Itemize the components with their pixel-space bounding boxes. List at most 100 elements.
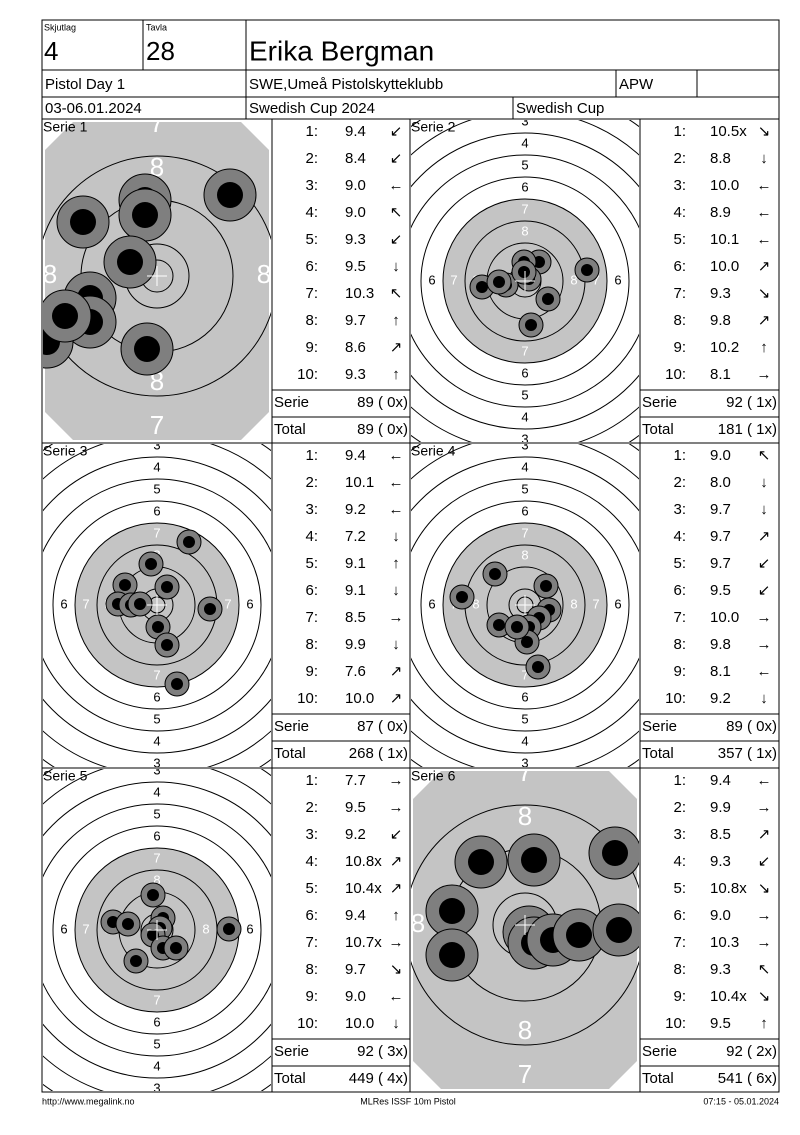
ring-label: 8 [521, 547, 528, 562]
shot-hole [439, 898, 465, 924]
serie-label: Serie [642, 394, 677, 411]
shot-score: 10.0 [710, 609, 739, 626]
shot-direction: ↗ [390, 880, 403, 897]
shot-direction: → [757, 366, 772, 383]
ring-label: 8 [153, 872, 160, 887]
ring-label: 5 [153, 806, 160, 821]
shot-hole [130, 955, 142, 967]
shot-hole [70, 209, 96, 235]
shot-number: 4: [305, 853, 318, 870]
class: APW [619, 76, 654, 93]
shot-direction: ↑ [760, 339, 768, 356]
shot-score: 9.2 [710, 690, 731, 707]
shot-direction: ↑ [392, 312, 400, 329]
shot-score: 9.3 [710, 853, 731, 870]
shot-number: 10: [297, 366, 318, 383]
total-label: Total [642, 421, 674, 438]
shot-direction: ↓ [760, 150, 768, 167]
shot-number: 3: [673, 826, 686, 843]
ring [411, 132, 639, 430]
ring-label: 7 [82, 921, 89, 936]
shot-score: 9.4 [345, 123, 366, 140]
shot-direction: ↘ [758, 123, 771, 140]
total-score: 357 ( 1x) [718, 745, 777, 762]
series-label: Serie 6 [411, 768, 456, 784]
ring-label: 6 [521, 689, 528, 704]
ring [411, 154, 639, 408]
shot-direction: ↗ [758, 528, 771, 545]
shot-number: 10: [297, 690, 318, 707]
ring-label: 8 [518, 801, 532, 831]
ring-label: 3 [153, 1080, 160, 1095]
shot-direction: ← [757, 231, 772, 248]
ring-label: 8 [570, 272, 577, 287]
shot-score: 8.1 [710, 366, 731, 383]
shot-hole [493, 619, 505, 631]
shot-direction: ← [757, 177, 772, 194]
ring-label: 4 [153, 1058, 160, 1073]
shot-number: 7: [305, 609, 318, 626]
ring-label: 7 [150, 108, 164, 138]
shot-number: 1: [305, 772, 318, 789]
shot-number: 5: [305, 555, 318, 572]
shot-hole [540, 580, 552, 592]
ring-label: 7 [521, 667, 528, 682]
shot-number: 3: [305, 826, 318, 843]
shot-score: 8.4 [345, 150, 366, 167]
ring [420, 176, 630, 386]
shot-direction: ↓ [392, 582, 400, 599]
shot-direction: ↗ [390, 853, 403, 870]
shot-score: 9.5 [345, 258, 366, 275]
shot-score: 9.0 [345, 177, 366, 194]
ring-label: 7 [153, 667, 160, 682]
shot-score: 7.6 [345, 663, 366, 680]
shot-score: 9.7 [710, 528, 731, 545]
shot-number: 10: [297, 1015, 318, 1032]
shot-number: 4: [673, 204, 686, 221]
shot-direction: ↙ [758, 555, 771, 572]
shot-hole [489, 568, 501, 580]
series-label: Serie 4 [411, 443, 456, 459]
shot-number: 8: [673, 636, 686, 653]
shot-hole [468, 849, 494, 875]
ring-label: 7 [153, 992, 160, 1007]
shot-direction: ↖ [758, 447, 771, 464]
shot-number: 6: [305, 582, 318, 599]
shot-score: 9.3 [345, 366, 366, 383]
ring-label: 7 [521, 201, 528, 216]
ring-label: 7 [518, 1059, 532, 1089]
shot-number: 4: [305, 528, 318, 545]
ring-label: 4 [153, 733, 160, 748]
series-label: Serie 5 [43, 768, 88, 784]
shot-score: 9.9 [710, 799, 731, 816]
shot-hole [134, 598, 146, 610]
ring [43, 803, 271, 1057]
shot-hole [511, 621, 523, 633]
shot-number: 8: [305, 961, 318, 978]
shot-direction: ↙ [390, 123, 403, 140]
shot-number: 5: [673, 555, 686, 572]
shot-hole [122, 918, 134, 930]
ring [411, 456, 639, 754]
shot-hole [223, 923, 235, 935]
ring-label: 4 [521, 135, 528, 150]
shot-number: 6: [673, 907, 686, 924]
shot-number: 1: [673, 447, 686, 464]
serie-label: Serie [274, 1043, 309, 1060]
shot-hole [134, 336, 160, 362]
squad: 4 [44, 36, 58, 66]
shot-score: 9.3 [710, 285, 731, 302]
lane-label: Tavla [146, 22, 167, 32]
ring-label: 7 [82, 596, 89, 611]
shot-score: 9.8 [710, 636, 731, 653]
ring-label: 6 [521, 179, 528, 194]
shot-direction: → [389, 772, 404, 789]
serie-label: Serie [274, 394, 309, 411]
shot-number: 9: [305, 663, 318, 680]
shot-score: 8.6 [345, 339, 366, 356]
shot-score: 10.8x [345, 853, 382, 870]
